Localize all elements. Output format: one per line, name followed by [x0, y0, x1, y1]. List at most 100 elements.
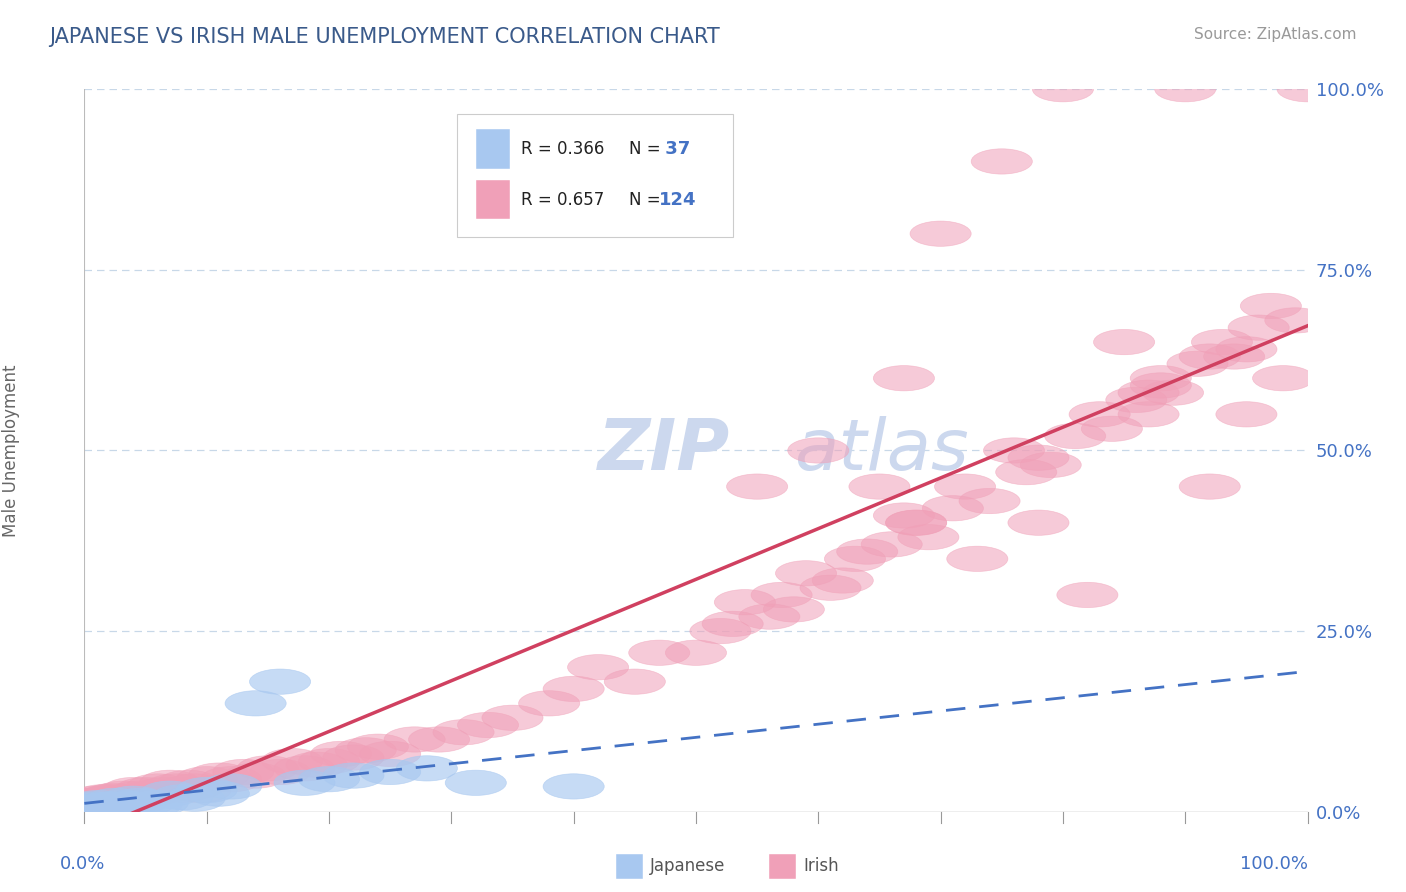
Ellipse shape	[63, 789, 125, 814]
Ellipse shape	[1057, 582, 1118, 607]
Ellipse shape	[287, 752, 347, 778]
Ellipse shape	[249, 759, 311, 785]
Ellipse shape	[983, 438, 1045, 463]
FancyBboxPatch shape	[616, 854, 644, 879]
Ellipse shape	[1167, 351, 1227, 376]
Ellipse shape	[738, 604, 800, 629]
Ellipse shape	[212, 759, 274, 785]
Ellipse shape	[60, 793, 121, 819]
Ellipse shape	[1265, 308, 1326, 333]
Ellipse shape	[860, 532, 922, 557]
Ellipse shape	[1118, 401, 1180, 427]
Ellipse shape	[886, 510, 946, 535]
Ellipse shape	[115, 778, 176, 803]
FancyBboxPatch shape	[769, 854, 796, 879]
Ellipse shape	[152, 785, 212, 810]
Ellipse shape	[146, 773, 207, 799]
Ellipse shape	[311, 741, 371, 766]
Ellipse shape	[1045, 424, 1105, 449]
Ellipse shape	[298, 766, 360, 792]
Ellipse shape	[66, 795, 127, 820]
Ellipse shape	[165, 773, 225, 799]
Ellipse shape	[73, 793, 135, 818]
Ellipse shape	[274, 756, 335, 781]
Ellipse shape	[188, 763, 249, 789]
Ellipse shape	[690, 618, 751, 644]
Ellipse shape	[323, 745, 384, 770]
Text: atlas: atlas	[794, 416, 969, 485]
Ellipse shape	[727, 474, 787, 500]
Ellipse shape	[89, 785, 149, 810]
Ellipse shape	[568, 655, 628, 680]
Ellipse shape	[1180, 474, 1240, 500]
Ellipse shape	[79, 785, 139, 810]
FancyBboxPatch shape	[475, 129, 510, 169]
Ellipse shape	[323, 763, 384, 789]
Ellipse shape	[910, 221, 972, 246]
Ellipse shape	[946, 546, 1008, 572]
Ellipse shape	[89, 793, 149, 818]
Ellipse shape	[79, 792, 139, 817]
Text: 37: 37	[659, 140, 690, 158]
Ellipse shape	[90, 789, 152, 814]
Text: R = 0.366: R = 0.366	[522, 140, 605, 158]
Ellipse shape	[70, 796, 131, 821]
Ellipse shape	[360, 741, 420, 766]
Ellipse shape	[82, 789, 143, 814]
Ellipse shape	[76, 786, 136, 812]
Ellipse shape	[886, 510, 946, 535]
Ellipse shape	[837, 539, 898, 565]
Ellipse shape	[176, 766, 238, 792]
Ellipse shape	[70, 792, 132, 817]
Text: R = 0.657: R = 0.657	[522, 191, 605, 209]
Ellipse shape	[1227, 315, 1289, 340]
Text: Male Unemployment: Male Unemployment	[1, 364, 20, 537]
Ellipse shape	[1240, 293, 1302, 318]
Ellipse shape	[1118, 380, 1180, 405]
Ellipse shape	[67, 790, 128, 815]
Ellipse shape	[1032, 77, 1094, 102]
Ellipse shape	[249, 669, 311, 694]
Ellipse shape	[1180, 344, 1240, 369]
Ellipse shape	[922, 496, 983, 521]
Ellipse shape	[1216, 401, 1277, 427]
Ellipse shape	[543, 676, 605, 701]
Ellipse shape	[176, 778, 238, 803]
Ellipse shape	[384, 727, 446, 752]
Ellipse shape	[446, 770, 506, 796]
Ellipse shape	[201, 773, 262, 799]
Ellipse shape	[170, 778, 231, 803]
Ellipse shape	[824, 546, 886, 572]
Ellipse shape	[898, 524, 959, 549]
Ellipse shape	[1154, 77, 1216, 102]
Text: Japanese: Japanese	[650, 857, 725, 875]
Ellipse shape	[1008, 445, 1069, 470]
Ellipse shape	[93, 781, 155, 806]
Ellipse shape	[86, 786, 146, 812]
Ellipse shape	[80, 790, 141, 815]
Ellipse shape	[360, 759, 420, 785]
Ellipse shape	[60, 790, 122, 815]
Ellipse shape	[103, 786, 165, 812]
Ellipse shape	[77, 789, 138, 814]
Ellipse shape	[1021, 452, 1081, 477]
Ellipse shape	[63, 792, 125, 817]
FancyBboxPatch shape	[457, 114, 733, 237]
Ellipse shape	[165, 786, 225, 812]
Ellipse shape	[75, 792, 136, 817]
Ellipse shape	[1143, 380, 1204, 405]
FancyBboxPatch shape	[475, 179, 510, 219]
Ellipse shape	[665, 640, 727, 665]
Ellipse shape	[108, 789, 170, 814]
Ellipse shape	[134, 778, 194, 803]
Ellipse shape	[787, 438, 849, 463]
Ellipse shape	[1069, 401, 1130, 427]
Ellipse shape	[127, 790, 188, 815]
Ellipse shape	[800, 575, 860, 600]
Text: JAPANESE VS IRISH MALE UNEMPLOYMENT CORRELATION CHART: JAPANESE VS IRISH MALE UNEMPLOYMENT CORR…	[49, 27, 720, 46]
Ellipse shape	[1130, 366, 1191, 391]
Ellipse shape	[152, 778, 212, 803]
Ellipse shape	[157, 770, 219, 796]
Ellipse shape	[100, 789, 162, 814]
Ellipse shape	[72, 785, 134, 810]
